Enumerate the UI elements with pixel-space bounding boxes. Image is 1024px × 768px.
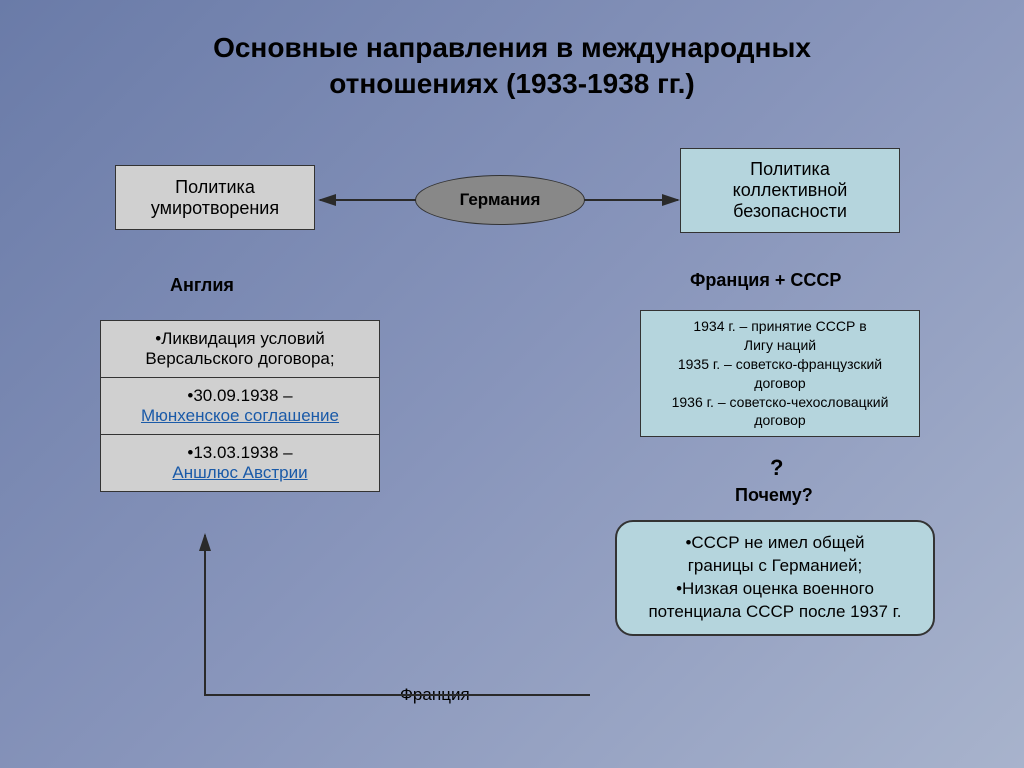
munich-agreement-link[interactable]: Мюнхенское соглашение <box>141 406 339 425</box>
table-row: •Ликвидация условий Версальского договор… <box>101 321 379 378</box>
collective-security-box: Политика коллективной безопасности <box>680 148 900 233</box>
table-row: •13.03.1938 – Аншлюс Австрии <box>101 435 379 491</box>
france-ussr-label: Франция + СССР <box>690 270 841 291</box>
france-ussr-text: Франция + СССР <box>690 270 841 290</box>
france-text: Франция <box>400 685 470 704</box>
row-text: Ликвидация условий Версальского договора… <box>145 329 334 368</box>
answer-line: •СССР не имел общей <box>631 532 919 555</box>
event-line: 1936 г. – советско-чехословацкий <box>672 393 889 412</box>
event-line: Лигу наций <box>744 336 816 355</box>
anschluss-link[interactable]: Аншлюс Австрии <box>172 463 307 482</box>
collective-line-1: Политика <box>750 159 830 180</box>
answer-box: •СССР не имел общей границы с Германией;… <box>615 520 935 636</box>
answer-line: •Низкая оценка военного <box>631 578 919 601</box>
england-label: Англия <box>170 275 234 296</box>
france-label: Франция <box>400 685 470 705</box>
row-prefix: 13.03.1938 – <box>193 443 292 462</box>
title-line-1: Основные направления в международных <box>0 30 1024 66</box>
england-events-table: •Ликвидация условий Версальского договор… <box>100 320 380 492</box>
why-text: Почему? <box>735 485 813 505</box>
question-mark-text: ? <box>770 455 783 480</box>
ussr-events-box: 1934 г. – принятие СССР в Лигу наций 193… <box>640 310 920 437</box>
answer-line: границы с Германией; <box>631 555 919 578</box>
event-line: договор <box>754 411 805 430</box>
event-line: договор <box>754 374 805 393</box>
appeasement-line-1: Политика <box>175 177 255 198</box>
england-text: Англия <box>170 275 234 295</box>
why-label: Почему? <box>735 485 813 506</box>
table-row: •30.09.1938 – Мюнхенское соглашение <box>101 378 379 435</box>
event-line: 1935 г. – советско-французский <box>678 355 882 374</box>
event-line: 1934 г. – принятие СССР в <box>693 317 866 336</box>
appeasement-line-2: умиротворения <box>151 198 279 219</box>
page-title: Основные направления в международных отн… <box>0 0 1024 103</box>
appeasement-policy-box: Политика умиротворения <box>115 165 315 230</box>
center-node-label: Германия <box>460 190 541 210</box>
title-line-2: отношениях (1933-1938 гг.) <box>0 66 1024 102</box>
collective-line-2: коллективной <box>733 180 848 201</box>
row-prefix: 30.09.1938 – <box>193 386 292 405</box>
question-mark-label: ? <box>770 455 783 481</box>
collective-line-3: безопасности <box>733 201 847 222</box>
center-node-germany: Германия <box>415 175 585 225</box>
answer-line: потенциала СССР после 1937 г. <box>631 601 919 624</box>
